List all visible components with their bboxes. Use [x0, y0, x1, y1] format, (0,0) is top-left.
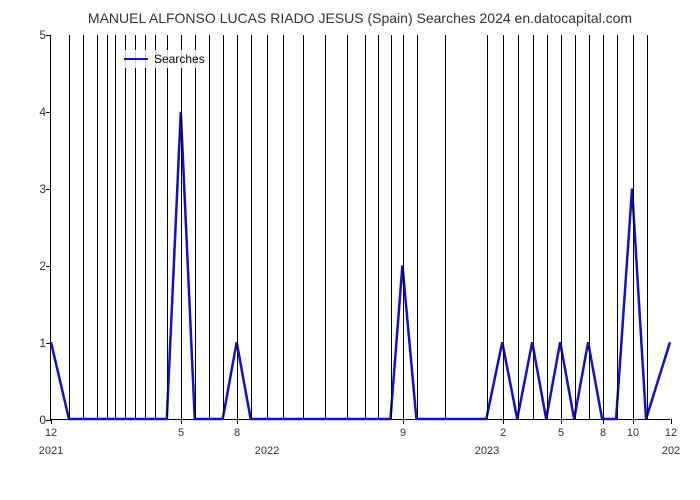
x-tick-mark — [671, 419, 672, 424]
x-tick-label: 8 — [234, 427, 240, 439]
grid-line-vertical — [347, 35, 348, 419]
x-tick-mark — [633, 419, 634, 424]
grid-line-vertical — [547, 35, 548, 419]
chart-title: MANUEL ALFONSO LUCAS RIADO JESUS (Spain)… — [50, 10, 670, 26]
grid-line-vertical — [267, 35, 268, 419]
y-tick-label: 5 — [21, 28, 46, 42]
x-tick-label: 5 — [558, 427, 564, 439]
y-tick-mark — [46, 112, 51, 113]
grid-line-vertical — [181, 35, 182, 419]
x-tick-label: 12 — [45, 427, 57, 439]
x-year-label: 2022 — [255, 445, 279, 457]
x-tick-label: 8 — [600, 427, 606, 439]
grid-line-vertical — [647, 35, 648, 419]
x-year-label: 202 — [662, 445, 680, 457]
grid-line-vertical — [417, 35, 418, 419]
grid-line-vertical — [303, 35, 304, 419]
grid-line-vertical — [633, 35, 634, 419]
grid-line-vertical — [561, 35, 562, 419]
grid-line-vertical — [518, 35, 519, 419]
grid-line-vertical — [135, 35, 136, 419]
grid-line-vertical — [223, 35, 224, 419]
grid-line-vertical — [378, 35, 379, 419]
x-tick-mark — [403, 419, 404, 424]
x-tick-label: 5 — [178, 427, 184, 439]
y-tick-label: 0 — [21, 413, 46, 427]
y-tick-mark — [46, 343, 51, 344]
x-year-label: 2021 — [39, 445, 63, 457]
grid-line-vertical — [251, 35, 252, 419]
x-tick-mark — [237, 419, 238, 424]
y-tick-label: 3 — [21, 182, 46, 196]
x-tick-mark — [503, 419, 504, 424]
grid-line-vertical — [603, 35, 604, 419]
grid-line-vertical — [145, 35, 146, 419]
y-tick-mark — [46, 35, 51, 36]
x-tick-mark — [181, 419, 182, 424]
y-tick-label: 4 — [21, 105, 46, 119]
x-tick-mark — [51, 419, 52, 424]
x-tick-label: 9 — [400, 427, 406, 439]
grid-line-vertical — [83, 35, 84, 419]
grid-line-vertical — [487, 35, 488, 419]
chart-container: MANUEL ALFONSO LUCAS RIADO JESUS (Spain)… — [50, 10, 670, 450]
grid-line-vertical — [115, 35, 116, 419]
grid-line-vertical — [107, 35, 108, 419]
grid-line-vertical — [445, 35, 446, 419]
grid-line-vertical — [209, 35, 210, 419]
grid-line-vertical — [237, 35, 238, 419]
grid-line-vertical — [155, 35, 156, 419]
legend: Searches — [120, 50, 209, 68]
grid-line-vertical — [589, 35, 590, 419]
x-tick-mark — [561, 419, 562, 424]
grid-line-vertical — [97, 35, 98, 419]
legend-swatch — [124, 58, 148, 60]
y-tick-mark — [46, 266, 51, 267]
grid-line-vertical — [533, 35, 534, 419]
y-tick-label: 2 — [21, 259, 46, 273]
x-year-label: 2023 — [475, 445, 499, 457]
y-tick-mark — [46, 189, 51, 190]
grid-line-vertical — [365, 35, 366, 419]
line-chart-svg — [51, 35, 670, 419]
plot-area: 012345125892581012202120222023202 — [50, 35, 670, 420]
grid-line-vertical — [167, 35, 168, 419]
grid-line-vertical — [575, 35, 576, 419]
grid-line-vertical — [403, 35, 404, 419]
grid-line-vertical — [69, 35, 70, 419]
x-tick-label: 2 — [500, 427, 506, 439]
grid-line-vertical — [283, 35, 284, 419]
grid-line-vertical — [195, 35, 196, 419]
x-tick-label: 10 — [627, 427, 639, 439]
y-tick-label: 1 — [21, 336, 46, 350]
legend-label: Searches — [154, 52, 205, 66]
x-tick-label: 12 — [665, 427, 677, 439]
grid-line-vertical — [125, 35, 126, 419]
grid-line-vertical — [325, 35, 326, 419]
grid-line-vertical — [617, 35, 618, 419]
grid-line-vertical — [391, 35, 392, 419]
grid-line-vertical — [503, 35, 504, 419]
x-tick-mark — [603, 419, 604, 424]
